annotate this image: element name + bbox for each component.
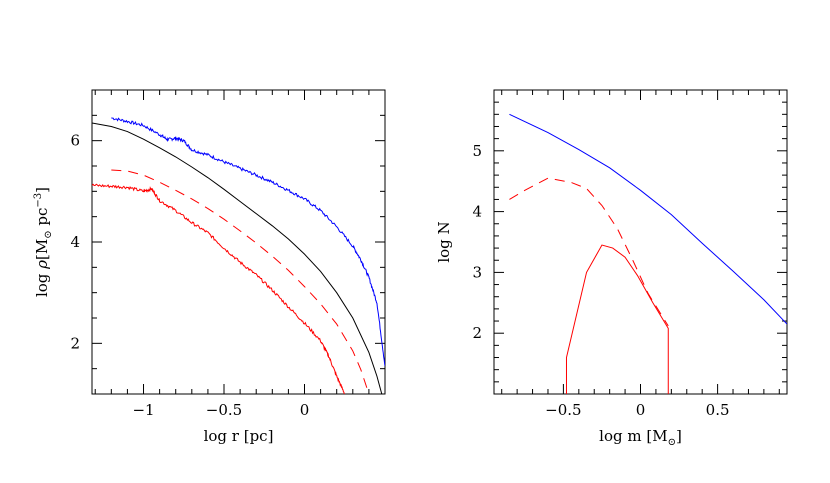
left-x-tick-label: −0.5 — [206, 401, 242, 419]
density-profile-panel: −1 −0.5 0 2 4 6 log r [pc] log ρ[M⊙ pc−3] — [33, 89, 386, 445]
left-x-tick-label: 0 — [300, 401, 310, 419]
right-x-tick-label: 0 — [636, 401, 646, 419]
right-y-tick-label: 2 — [472, 324, 482, 342]
right-plot-frame — [493, 89, 788, 395]
left-series-line-0 — [111, 117, 385, 367]
left-series-line-2 — [111, 169, 370, 394]
right-x-tick-label: 0.5 — [706, 401, 730, 419]
left-series-line-3 — [92, 183, 345, 394]
right-y-tick-label: 3 — [472, 263, 482, 281]
right-series-line-0 — [509, 113, 787, 325]
right-x-axis-label: log m [M⊙] — [599, 427, 682, 448]
left-y-tick-label: 6 — [70, 132, 80, 150]
left-series-line-1 — [92, 122, 383, 394]
right-y-axis-label: log N — [435, 221, 453, 262]
left-x-axis-label: log r [pc] — [204, 427, 274, 445]
right-y-tick-label: 4 — [472, 203, 482, 221]
left-x-tick-label: −1 — [132, 401, 154, 419]
mass-function-panel: −0.5 0 0.5 2 3 4 5 log m [M⊙] log N — [435, 89, 788, 448]
left-y-axis-label: log ρ[M⊙ pc−3] — [33, 187, 54, 297]
right-series-line-2 — [565, 244, 669, 394]
right-y-tick-label: 5 — [472, 142, 482, 160]
left-y-tick-label: 4 — [70, 233, 80, 251]
left-y-tick-label: 2 — [70, 334, 80, 352]
right-x-tick-label: −0.5 — [545, 401, 581, 419]
right-series-line-1 — [509, 177, 669, 327]
